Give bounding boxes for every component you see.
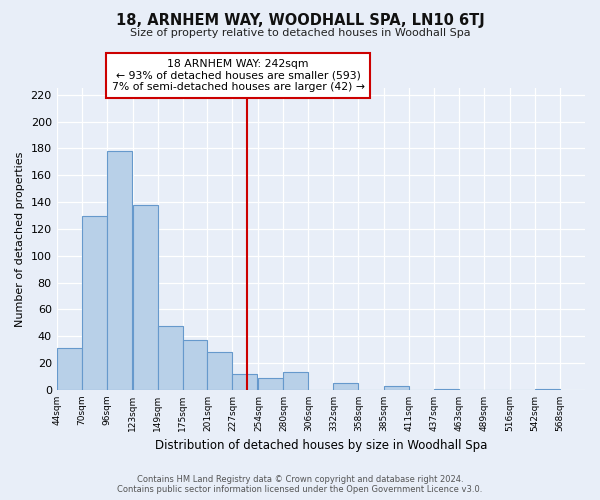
Bar xyxy=(259,378,283,390)
Text: 18 ARNHEM WAY: 242sqm
← 93% of detached houses are smaller (593)
7% of semi-deta: 18 ARNHEM WAY: 242sqm ← 93% of detached … xyxy=(112,59,365,92)
Bar xyxy=(535,388,560,390)
Bar xyxy=(158,326,182,390)
Y-axis label: Number of detached properties: Number of detached properties xyxy=(15,152,25,326)
Text: Contains public sector information licensed under the Open Government Licence v3: Contains public sector information licen… xyxy=(118,485,482,494)
Bar xyxy=(182,340,208,390)
Bar xyxy=(283,372,308,390)
X-axis label: Distribution of detached houses by size in Woodhall Spa: Distribution of detached houses by size … xyxy=(155,440,487,452)
Bar xyxy=(434,388,459,390)
Bar xyxy=(82,216,107,390)
Text: Size of property relative to detached houses in Woodhall Spa: Size of property relative to detached ho… xyxy=(130,28,470,38)
Text: 18, ARNHEM WAY, WOODHALL SPA, LN10 6TJ: 18, ARNHEM WAY, WOODHALL SPA, LN10 6TJ xyxy=(116,12,484,28)
Bar xyxy=(384,386,409,390)
Bar xyxy=(334,383,358,390)
Bar xyxy=(232,374,257,390)
Bar xyxy=(107,151,131,390)
Bar xyxy=(133,205,158,390)
Bar xyxy=(56,348,82,390)
Bar xyxy=(208,352,232,390)
Text: Contains HM Land Registry data © Crown copyright and database right 2024.: Contains HM Land Registry data © Crown c… xyxy=(137,475,463,484)
